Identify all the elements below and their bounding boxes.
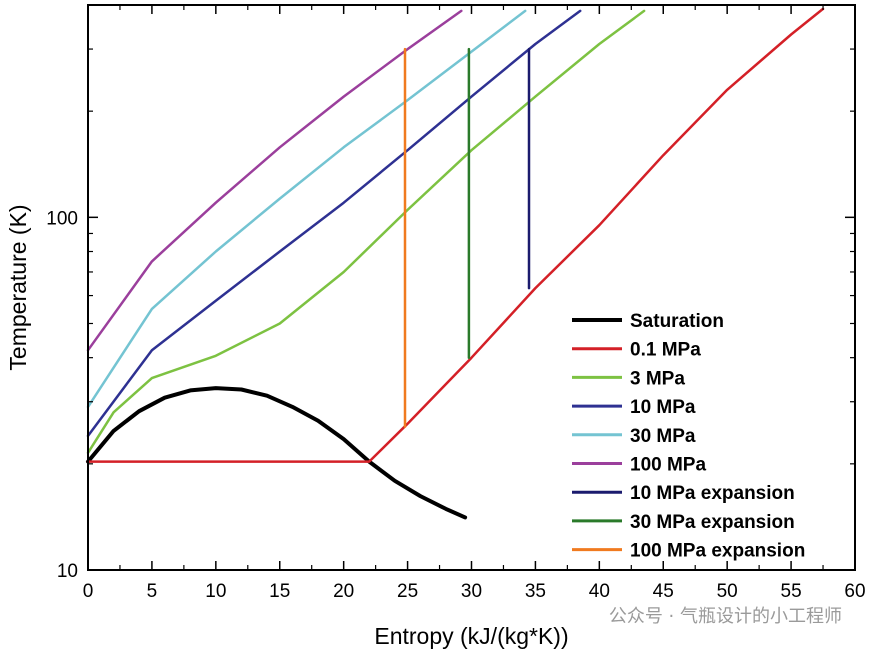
x-tick-label: 20 bbox=[333, 581, 354, 602]
series-line-3 bbox=[86, 9, 582, 438]
legend-label: 100 MPa bbox=[630, 455, 706, 476]
x-tick-label: 0 bbox=[83, 581, 94, 602]
series-line-2 bbox=[86, 9, 646, 455]
legend: Saturation 0.1 MPa 3 MPa 10 MPa 30 MPa 100 MP… bbox=[572, 311, 805, 562]
x-tick-label: 10 bbox=[205, 581, 226, 602]
legend-label: 10 MPa expansion bbox=[630, 483, 795, 504]
legend-label: 100 MPa expansion bbox=[630, 541, 805, 562]
y-tick-label: 10 bbox=[57, 561, 78, 582]
x-tick-label: 15 bbox=[269, 581, 290, 602]
legend-label: 10 MPa bbox=[630, 397, 696, 418]
x-tick-label: 5 bbox=[147, 581, 158, 602]
x-tick-label: 50 bbox=[717, 581, 738, 602]
series-line-0 bbox=[86, 386, 468, 520]
watermark-text: 公众号 · 气瓶设计的小工程师 bbox=[609, 606, 842, 627]
x-tick-label: 45 bbox=[653, 581, 674, 602]
x-axis-label: Entropy (kJ/(kg*K)) bbox=[374, 623, 568, 649]
axis-ticks: 0 5 10 15 20 25 30 35 40 45 50 55 60 10 100 bbox=[46, 4, 866, 602]
legend-label: Saturation bbox=[630, 311, 724, 332]
legend-label: 3 MPa bbox=[630, 368, 685, 389]
y-axis-label: Temperature (K) bbox=[5, 204, 31, 370]
legend-label: 30 MPa bbox=[630, 426, 696, 447]
x-tick-label: 60 bbox=[844, 581, 865, 602]
legend-label: 0.1 MPa bbox=[630, 340, 701, 361]
x-tick-label: 40 bbox=[589, 581, 610, 602]
legend-label: 30 MPa expansion bbox=[630, 512, 795, 533]
x-tick-label: 55 bbox=[781, 581, 802, 602]
x-tick-label: 25 bbox=[397, 581, 418, 602]
x-tick-label: 35 bbox=[525, 581, 546, 602]
y-tick-label: 100 bbox=[46, 208, 78, 229]
series-line-1 bbox=[86, 7, 825, 463]
x-tick-label: 30 bbox=[461, 581, 482, 602]
plot-lines bbox=[86, 7, 825, 520]
series-line-4 bbox=[86, 9, 527, 409]
series-line-5 bbox=[86, 9, 463, 352]
